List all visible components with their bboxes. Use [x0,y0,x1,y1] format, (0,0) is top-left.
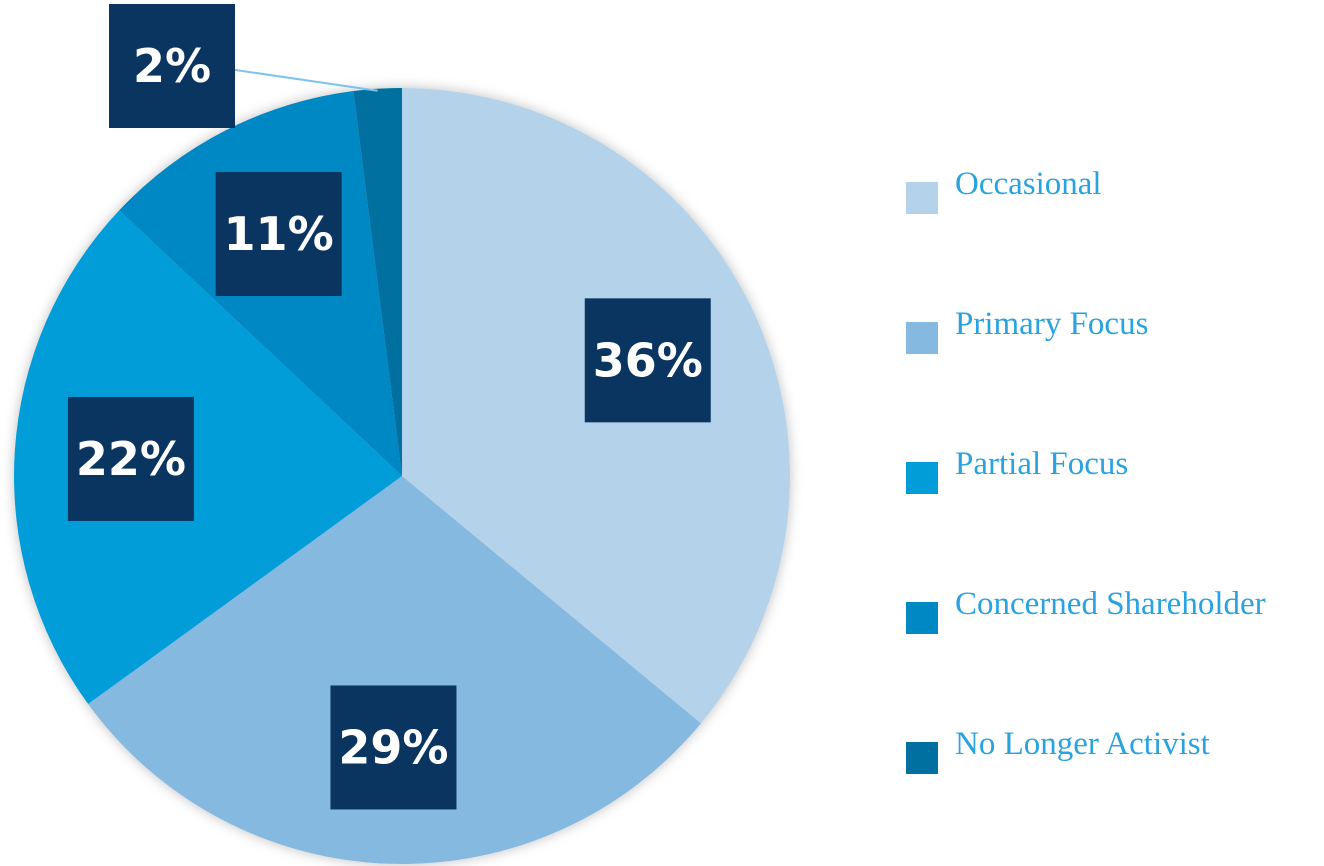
legend-label: Primary Focus [955,306,1148,342]
label-box [109,4,235,128]
label-box [215,172,342,297]
label-box [584,298,711,423]
pie [14,88,790,864]
legend-swatch [906,182,938,214]
legend-swatch [906,462,938,494]
data-label: 11% [224,207,334,261]
pie-slice [14,210,403,705]
legend-swatch [906,602,938,634]
legend-swatch [906,322,938,354]
leader-line [221,67,378,92]
legend-swatch [906,742,938,774]
legend-label: Partial Focus [955,446,1128,482]
legend: Occasional Primary Focus Partial Focus Conc… [906,166,1266,774]
labels: 36% 29% 22% 11% 2% [67,4,711,810]
data-label: 29% [338,720,448,774]
legend-label: No Longer Activist [955,726,1210,762]
data-label: 22% [76,432,186,486]
label-box [330,685,457,810]
pie-slice [88,476,701,864]
legend-label: Concerned Shareholder [955,586,1266,622]
data-label: 36% [593,333,703,387]
legend-label: Occasional [955,166,1102,202]
label-box [67,396,194,521]
data-label: 2% [133,39,211,93]
pie-slice [353,88,402,476]
